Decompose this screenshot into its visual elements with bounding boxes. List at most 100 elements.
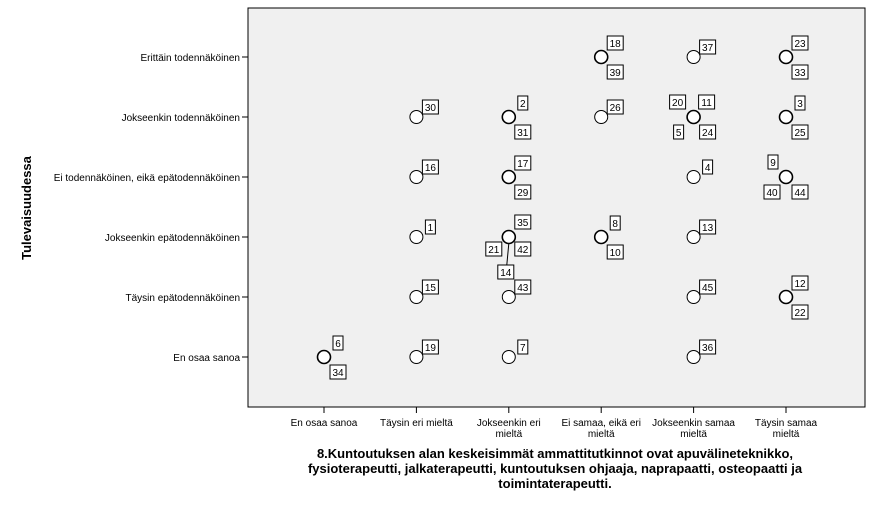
data-label: 4 xyxy=(705,163,711,174)
scatter-point xyxy=(686,350,701,364)
data-label-box xyxy=(609,215,621,231)
data-label: 8 xyxy=(612,219,618,230)
data-label: 16 xyxy=(425,163,437,174)
x-tick-label: mieltä xyxy=(773,429,800,440)
data-label: 37 xyxy=(702,43,714,54)
y-tick-label: Jokseenkin epätodennäköinen xyxy=(105,233,240,244)
scatter-point xyxy=(778,49,794,65)
data-label-box xyxy=(673,124,685,140)
data-label-box xyxy=(606,244,624,260)
scatter-point xyxy=(686,170,701,184)
leader-line xyxy=(506,243,510,266)
data-label-box xyxy=(514,124,532,140)
data-label-box xyxy=(606,99,624,115)
scatter-point xyxy=(501,229,517,245)
data-label-box xyxy=(791,35,809,51)
data-label: 12 xyxy=(794,279,806,290)
x-axis-title-line-3: toimintaterapeutti. xyxy=(498,476,612,491)
y-axis-title: Tulevaisuudessa xyxy=(19,155,34,260)
scatter-point xyxy=(409,290,424,304)
y-tick-label: Täysin epätodennäköinen xyxy=(125,293,240,304)
x-axis-title: 8.Kuntoutuksen alan keskeisimmät ammatti… xyxy=(240,446,870,491)
scatter-point xyxy=(686,50,701,64)
data-label: 20 xyxy=(672,98,684,109)
data-label: 14 xyxy=(500,268,512,279)
data-label-box xyxy=(699,279,717,295)
data-label: 25 xyxy=(794,128,806,139)
data-label: 39 xyxy=(610,68,622,79)
scatter-point xyxy=(409,350,424,364)
data-label-box xyxy=(606,64,624,80)
data-label: 29 xyxy=(517,188,529,199)
scatter-point xyxy=(778,109,794,125)
data-label-box xyxy=(791,184,809,200)
x-tick-label: mieltä xyxy=(495,429,522,440)
scatter-point xyxy=(409,170,424,184)
data-label: 43 xyxy=(517,283,529,294)
scatter-point xyxy=(409,110,424,124)
x-tick-label: Täysin samaa xyxy=(755,418,818,429)
data-label: 22 xyxy=(794,308,806,319)
data-label: 35 xyxy=(517,218,529,229)
data-label: 44 xyxy=(794,188,806,199)
scatter-point xyxy=(501,290,516,304)
data-label: 33 xyxy=(794,68,806,79)
data-label-box xyxy=(421,339,439,355)
y-tick-label: Jokseenkin todennäköinen xyxy=(122,113,240,124)
data-label-box xyxy=(699,339,717,355)
y-tick-label: En osaa sanoa xyxy=(173,353,240,364)
data-label-box xyxy=(421,279,439,295)
data-label: 42 xyxy=(517,245,529,256)
plot-area xyxy=(247,7,866,408)
data-label-box xyxy=(763,184,781,200)
x-tick-label: En osaa sanoa xyxy=(291,418,358,429)
data-label: 23 xyxy=(794,39,806,50)
data-label: 1 xyxy=(428,223,434,234)
data-label-box xyxy=(329,364,347,380)
x-tick-label: mieltä xyxy=(680,429,707,440)
scatter-point xyxy=(686,290,701,304)
data-label-box xyxy=(791,304,809,320)
data-label: 45 xyxy=(702,283,714,294)
data-label: 36 xyxy=(702,343,714,354)
y-tick-label: Erittäin todennäköinen xyxy=(140,53,240,64)
data-label-box xyxy=(514,241,532,257)
x-tick-label: Ei samaa, eikä eri xyxy=(561,418,640,429)
data-label-box xyxy=(485,241,503,257)
x-tick-label: Täysin eri mieltä xyxy=(380,418,453,429)
scatter-point xyxy=(409,230,424,244)
data-label-box xyxy=(332,335,344,351)
data-label: 34 xyxy=(332,368,344,379)
data-label-box xyxy=(517,339,529,355)
scatter-point xyxy=(593,229,609,245)
data-label: 21 xyxy=(488,245,500,256)
data-label: 6 xyxy=(335,339,341,350)
data-label-box xyxy=(514,279,532,295)
data-label-box xyxy=(421,99,439,115)
scatter-point xyxy=(593,49,609,65)
x-axis-title-line-2: fysioterapeutti, jalkaterapeutti, kuntou… xyxy=(307,461,803,476)
scatter-point xyxy=(501,109,517,125)
data-label-box xyxy=(514,155,532,171)
data-label: 18 xyxy=(610,39,622,50)
data-label-box xyxy=(699,39,717,55)
data-label-box xyxy=(497,264,515,280)
data-label-box xyxy=(699,124,717,140)
data-label: 9 xyxy=(770,158,776,169)
scatter-point xyxy=(316,349,332,365)
data-label-box xyxy=(514,184,532,200)
data-label: 3 xyxy=(797,99,803,110)
scatter-point xyxy=(501,350,516,364)
data-label-box xyxy=(606,35,624,51)
data-label: 5 xyxy=(676,128,682,139)
data-label: 15 xyxy=(425,283,437,294)
data-label: 19 xyxy=(425,343,437,354)
data-label: 17 xyxy=(517,159,529,170)
data-label: 11 xyxy=(701,98,712,109)
data-label: 13 xyxy=(702,223,714,234)
data-label-box xyxy=(767,154,779,170)
data-label: 31 xyxy=(517,128,529,139)
scatter-point xyxy=(686,230,701,244)
data-label: 30 xyxy=(425,103,437,114)
